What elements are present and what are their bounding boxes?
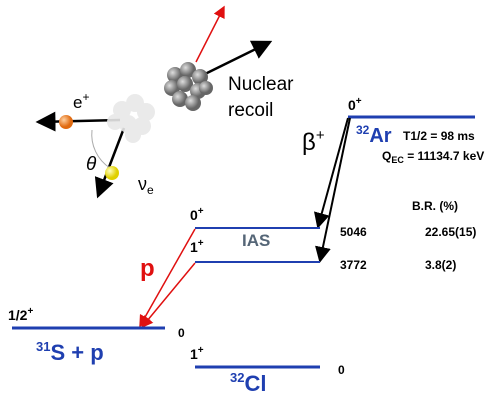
recoil-label: Nuclear (228, 74, 294, 95)
text-part: Cl (244, 371, 266, 394)
text-part: + (198, 345, 204, 356)
text-part: + (27, 306, 33, 317)
text-part: e (147, 183, 154, 197)
text-part: + (356, 96, 362, 107)
level-spin: 0+ (190, 206, 204, 223)
daughter-energy: 0 (338, 363, 345, 377)
text-part: + (316, 127, 325, 144)
text-part: β (302, 129, 316, 156)
final-label: 31S + p (36, 339, 104, 365)
daughter-nucleus: 32Cl (230, 370, 266, 394)
text-part: + (198, 206, 204, 217)
text-part: 0 (190, 207, 198, 223)
level-name: IAS (242, 231, 270, 250)
half-life: T1/2 = 98 ms (403, 129, 475, 143)
text-part: EC (391, 155, 404, 165)
angle-label: θ (86, 154, 97, 175)
text-part: 1/2 (8, 307, 28, 323)
decay-scheme: Nuclear recoil e+ θ νe β+ 0+ 32Ar T1/2 =… (0, 0, 495, 394)
q-value: QEC = 11134.7 keV (382, 149, 484, 165)
text-part: 31 (36, 339, 50, 354)
level-branching: 3.8(2) (425, 258, 456, 272)
neutrino-label: νe (138, 174, 154, 197)
level-branching: 22.65(15) (425, 225, 476, 239)
parent-nucleus: 32Ar (356, 123, 392, 147)
final-energy: 0 (178, 326, 185, 340)
text-part: e (73, 93, 82, 112)
level-energy: 3772 (340, 258, 367, 272)
text-part: Q (382, 149, 391, 163)
text-part: 32 (230, 370, 244, 385)
positron-label: e+ (73, 90, 89, 112)
text-part: 0 (348, 97, 356, 113)
text-part: = 11134.7 keV (404, 149, 484, 163)
parent-spin: 0+ (348, 96, 362, 113)
final-spin: 1/2+ (8, 306, 33, 323)
recoil-label: recoil (228, 100, 273, 121)
proton-label: p (140, 255, 155, 282)
text-part: + (82, 90, 89, 104)
text-part: 1 (190, 239, 198, 255)
daughter-spin: 1+ (190, 345, 204, 362)
text-part: Ar (369, 125, 391, 147)
text-part: 32 (356, 123, 370, 137)
branching-header: B.R. (%) (412, 199, 458, 213)
level-spin: 1+ (190, 238, 204, 255)
text-part: 1 (190, 346, 198, 362)
text-part: S + p (50, 340, 103, 365)
level-energy: 5046 (340, 225, 367, 239)
decay-mode: β+ (302, 127, 325, 156)
text-part: + (198, 238, 204, 249)
text-part: ν (138, 174, 147, 194)
